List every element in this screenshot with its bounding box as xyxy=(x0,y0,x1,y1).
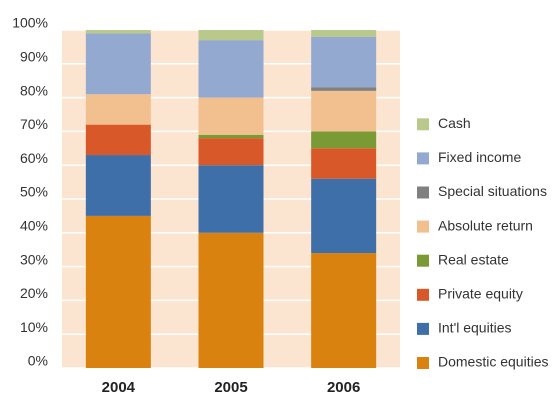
legend-swatch xyxy=(417,152,429,165)
legend-swatch xyxy=(417,357,429,369)
y-tick-label: 20% xyxy=(20,285,48,301)
bar-segment xyxy=(311,36,377,88)
legend-label: Real estate xyxy=(438,251,509,267)
bar-segment xyxy=(198,97,264,135)
y-tick-label: 10% xyxy=(20,319,48,335)
bar-segment xyxy=(85,30,151,34)
legend-label: Fixed income xyxy=(438,149,521,165)
y-tick-label: 70% xyxy=(20,116,48,132)
legend-swatch xyxy=(417,118,429,131)
bar-segment xyxy=(311,178,377,254)
x-tick-label: 2006 xyxy=(327,379,360,396)
bar-segment xyxy=(311,30,377,37)
bar-segment xyxy=(85,94,151,125)
bar-segment xyxy=(85,155,151,216)
y-tick-label: 80% xyxy=(20,82,48,98)
y-tick-label: 60% xyxy=(20,150,48,166)
legend-label: Absolute return xyxy=(438,217,533,233)
y-tick-label: 50% xyxy=(20,184,48,200)
y-tick-label: 100% xyxy=(12,15,48,31)
y-tick-label: 0% xyxy=(28,353,48,369)
y-tick-label: 30% xyxy=(20,251,48,267)
bar-segment xyxy=(85,215,151,368)
bar-segment xyxy=(311,253,377,368)
legend-label: Private equity xyxy=(438,286,523,302)
legend-swatch xyxy=(417,288,429,301)
bar-segment xyxy=(311,87,377,91)
bar-segment xyxy=(311,148,377,179)
y-tick-label: 90% xyxy=(20,49,48,65)
legend-swatch xyxy=(417,186,429,199)
bar-segment xyxy=(311,131,377,149)
bar-segment xyxy=(198,138,264,166)
bar-segment xyxy=(198,30,264,41)
bar-segment xyxy=(85,33,151,95)
legend-label: Cash xyxy=(438,115,471,131)
legend-label: Domestic equities xyxy=(438,354,549,370)
bar-segment xyxy=(198,134,264,139)
legend-swatch xyxy=(417,254,429,267)
legend-swatch xyxy=(417,220,429,233)
bar-segment xyxy=(198,232,264,368)
bar-segment xyxy=(198,165,264,233)
x-tick-label: 2004 xyxy=(102,379,136,396)
y-tick-label: 40% xyxy=(20,218,48,234)
bar-segment xyxy=(85,124,151,156)
legend-label: Int'l equities xyxy=(438,320,512,336)
legend-swatch xyxy=(417,322,429,335)
bar-segment xyxy=(198,40,264,98)
x-tick-label: 2005 xyxy=(214,379,247,396)
legend-label: Special situations xyxy=(438,183,547,199)
bar-segment xyxy=(311,90,377,132)
